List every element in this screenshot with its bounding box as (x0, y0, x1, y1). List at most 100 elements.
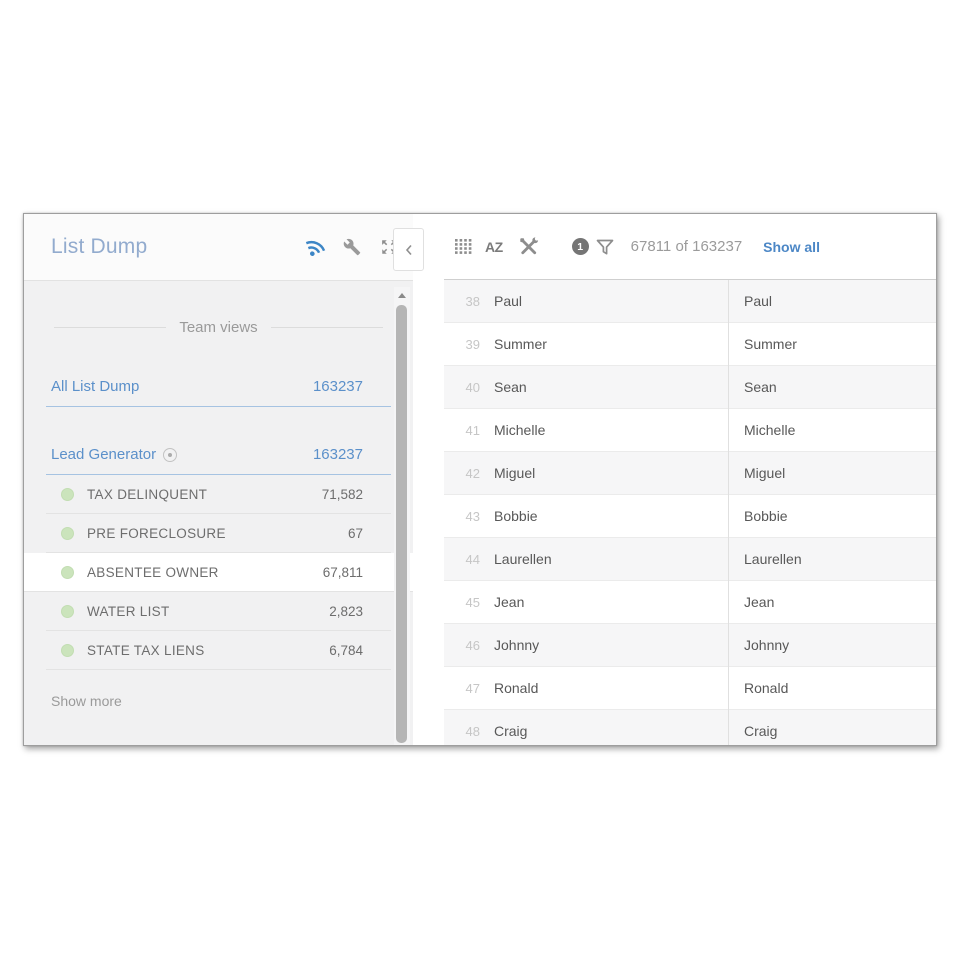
view-label: All List Dump (51, 378, 140, 395)
name-cell-1: Jean (494, 594, 525, 610)
view-count: 6,784 (329, 642, 363, 658)
app-title: List Dump (51, 235, 148, 258)
sort-az-button[interactable]: AZ (485, 238, 503, 255)
name-cell-2: Miguel (744, 465, 786, 481)
table-row[interactable]: 46 Johnny Johnny (444, 624, 936, 667)
view-label: Lead Generator (51, 446, 157, 463)
name-cell-2: Paul (744, 293, 773, 309)
status-dot-icon (61, 487, 74, 501)
scrollbar-thumb[interactable] (396, 305, 407, 743)
funnel-filter-icon[interactable] (596, 238, 614, 256)
view-count: 71,582 (321, 486, 363, 502)
sidebar-scrollbar[interactable] (394, 287, 410, 745)
status-dot-icon (61, 604, 74, 618)
name-cell-2: Ronald (744, 680, 789, 696)
sidebar: List Dump (24, 214, 413, 745)
table-row[interactable]: 40 Sean Sean (444, 366, 936, 409)
table-row[interactable]: 48 Craig Craig (444, 710, 936, 745)
name-cell-1: Paul (494, 293, 523, 309)
name-cell-1: Laurellen (494, 551, 552, 567)
app-window: List Dump (23, 213, 937, 746)
view-count: 2,823 (329, 603, 363, 619)
status-dot-icon (61, 565, 74, 579)
name-cell-2: Bobbie (744, 508, 788, 524)
name-cell-1: Johnny (494, 637, 540, 653)
view-label: ABSENTEE OWNER (87, 564, 219, 580)
divider-line (270, 327, 384, 328)
name-cell-1: Summer (494, 336, 547, 352)
view-count: 67,811 (322, 564, 363, 580)
tools-icon[interactable] (518, 236, 539, 257)
row-number: 44 (465, 551, 480, 567)
table-row[interactable]: 42 Miguel Miguel (444, 452, 936, 495)
records-panel: AZ 1 67811 of 163237 (413, 214, 936, 745)
table-row[interactable]: 44 Laurellen Laurellen (444, 538, 936, 581)
sidebar-header-icons (305, 237, 399, 257)
records-toolbar: AZ 1 67811 of 163237 (413, 214, 936, 279)
view-count: 163237 (312, 378, 363, 395)
filter-count-badge: 1 (571, 238, 589, 255)
name-cell-2: Michelle (744, 422, 796, 438)
grid-view-icon[interactable] (455, 239, 472, 254)
name-cell-1: Ronald (494, 680, 539, 696)
name-cell-1: Miguel (494, 465, 536, 481)
view-label: WATER LIST (87, 603, 170, 619)
row-number: 40 (465, 379, 480, 395)
name-cell-1: Bobbie (494, 508, 538, 524)
team-views-divider: Team views (54, 319, 384, 336)
scroll-up-icon[interactable] (398, 293, 406, 298)
collapse-sidebar-button[interactable] (393, 228, 424, 271)
show-more-link[interactable]: Show more (51, 693, 122, 709)
view-count: 163237 (312, 446, 363, 463)
target-icon (163, 447, 178, 462)
row-number: 46 (465, 637, 480, 653)
sidebar-view-item[interactable]: STATE TAX LIENS 6,784 (46, 631, 391, 670)
status-dot-icon (61, 643, 74, 657)
records-table: 38 Paul Paul 39 Summer Summer 40 Sean Se… (444, 279, 936, 745)
row-number: 39 (465, 336, 480, 352)
sidebar-body: Team views All List Dump 163237 Lead Gen… (24, 281, 413, 745)
sidebar-item-lead-generator[interactable]: Lead Generator 163237 (46, 446, 391, 475)
row-number: 42 (465, 465, 480, 481)
table-row[interactable]: 41 Michelle Michelle (444, 409, 936, 452)
view-count: 67 (347, 525, 363, 541)
view-label: TAX DELINQUENT (87, 486, 208, 502)
row-number: 45 (465, 594, 480, 610)
sidebar-item-all-list-dump[interactable]: All List Dump 163237 (46, 378, 391, 407)
name-cell-2: Laurellen (744, 551, 802, 567)
name-cell-1: Craig (494, 723, 528, 739)
sidebar-view-item[interactable]: TAX DELINQUENT 71,582 (46, 475, 391, 514)
column-divider[interactable] (728, 280, 729, 745)
table-row[interactable]: 39 Summer Summer (444, 323, 936, 366)
row-number: 38 (465, 293, 480, 309)
table-row[interactable]: 38 Paul Paul (444, 280, 936, 323)
show-all-link[interactable]: Show all (763, 238, 820, 255)
name-cell-2: Summer (744, 336, 797, 352)
name-cell-1: Sean (494, 379, 527, 395)
row-number: 47 (465, 680, 480, 696)
view-label: PRE FORECLOSURE (87, 525, 226, 541)
view-label: STATE TAX LIENS (87, 642, 205, 658)
record-count-text: 67811 of 163237 (630, 238, 743, 255)
expand-icon[interactable] (379, 237, 399, 257)
broadcast-icon[interactable] (305, 237, 326, 257)
name-cell-2: Sean (744, 379, 777, 395)
table-row[interactable]: 45 Jean Jean (444, 581, 936, 624)
sidebar-header: List Dump (24, 214, 413, 281)
views-list: TAX DELINQUENT 71,582 PRE FORECLOSURE 67… (24, 475, 413, 670)
name-cell-2: Craig (744, 723, 778, 739)
wrench-icon[interactable] (342, 237, 362, 257)
sidebar-view-item[interactable]: ABSENTEE OWNER 67,811 (24, 553, 413, 592)
divider-line (54, 327, 167, 328)
sidebar-view-item[interactable]: PRE FORECLOSURE 67 (46, 514, 391, 553)
team-views-label: Team views (179, 319, 258, 336)
row-number: 41 (465, 422, 480, 438)
sidebar-view-item[interactable]: WATER LIST 2,823 (46, 592, 391, 631)
chevron-left-icon (405, 244, 412, 255)
row-number: 48 (465, 723, 480, 739)
table-row[interactable]: 43 Bobbie Bobbie (444, 495, 936, 538)
name-cell-2: Jean (744, 594, 775, 610)
table-row[interactable]: 47 Ronald Ronald (444, 667, 936, 710)
status-dot-icon (61, 526, 74, 540)
